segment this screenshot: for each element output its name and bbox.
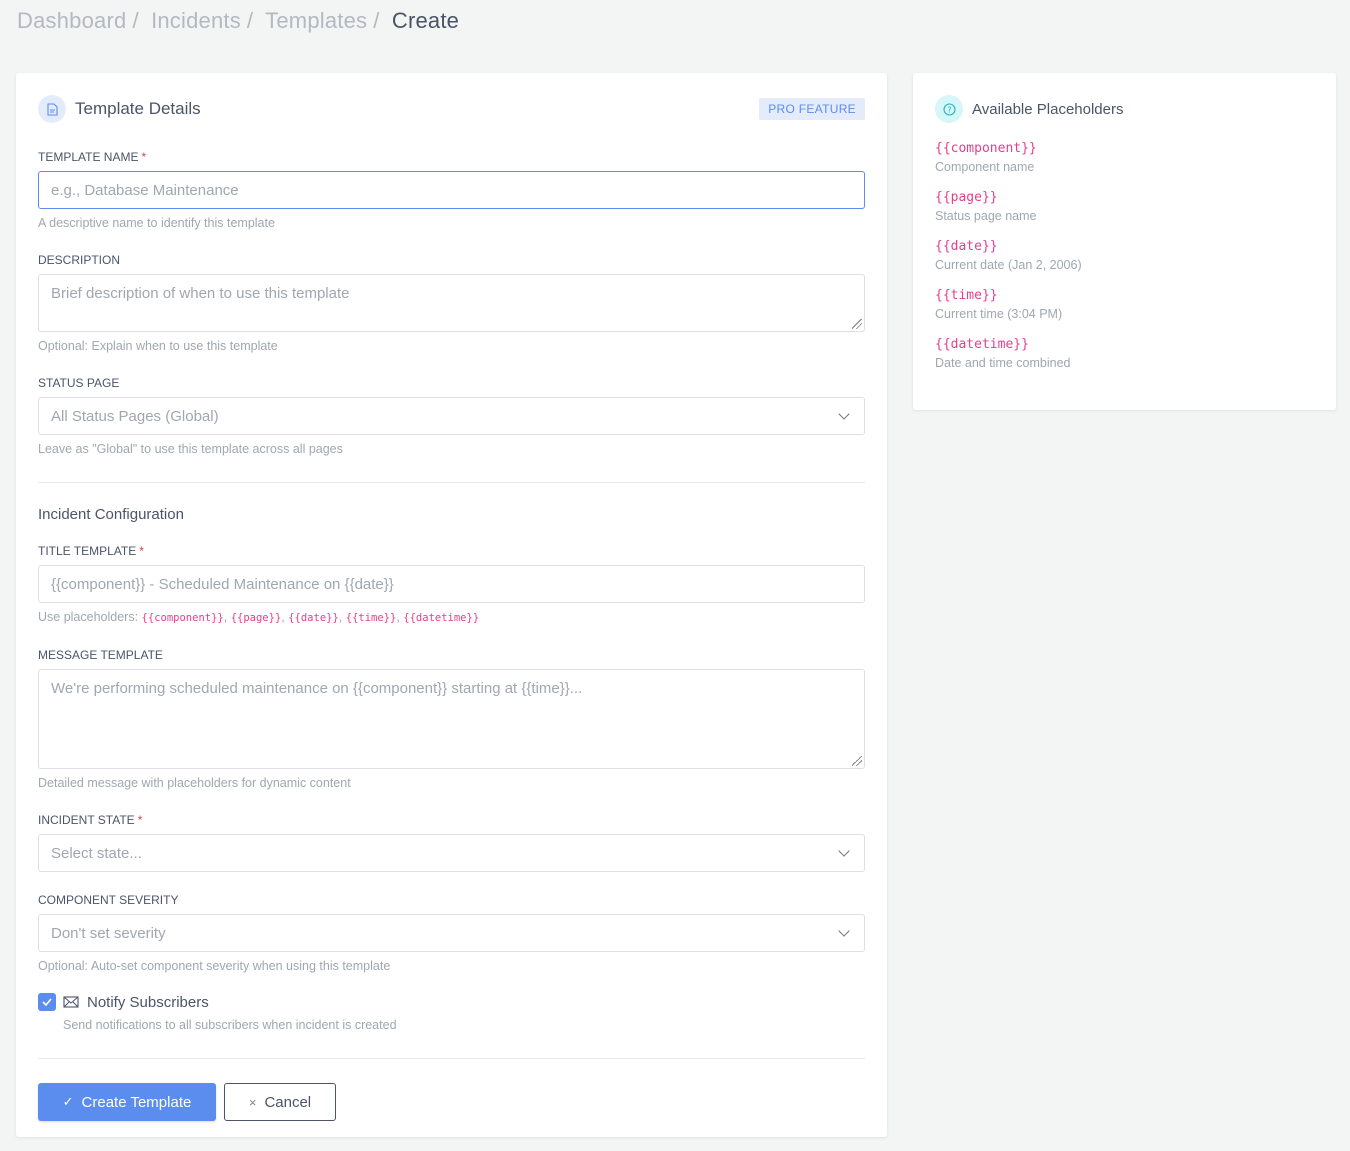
status-page-select[interactable]: All Status Pages (Global) [38,397,865,435]
create-template-button[interactable]: ✓ Create Template [38,1083,216,1121]
breadcrumb-templates[interactable]: Templates [265,8,368,33]
placeholders-title: Available Placeholders [972,100,1124,118]
resize-handle[interactable] [852,756,862,766]
chevron-down-icon [838,845,850,857]
divider [38,1058,865,1059]
template-details-card: Template Details PRO FEATURE TEMPLATE NA… [16,73,887,1137]
chevron-down-icon [838,925,850,937]
cancel-button[interactable]: × Cancel [224,1083,336,1121]
envelope-icon [63,996,79,1008]
message-template-label: MESSAGE TEMPLATE [38,648,163,662]
template-name-input[interactable]: e.g., Database Maintenance [38,171,865,209]
message-template-help: Detailed message with placeholders for d… [38,776,351,790]
placeholder-description: Component name [935,160,1035,174]
card-title: Template Details [75,99,201,118]
chevron-down-icon [838,408,850,420]
resize-handle[interactable] [852,319,862,329]
component-severity-select[interactable]: Don't set severity [38,914,865,952]
placeholder-description: Current time (3:04 PM) [935,307,1063,321]
description-textarea[interactable]: Brief description of when to use this te… [38,274,865,332]
placeholder-item: {{component}} Component name [935,140,1314,175]
title-template-label: TITLE TEMPLATE * [38,544,144,558]
document-icon [38,95,66,123]
placeholder-code: {{datetime}} [935,337,1029,352]
breadcrumb-incidents[interactable]: Incidents [151,8,241,33]
placeholder-code: {{date}} [935,239,998,254]
svg-text:?: ? [947,105,951,114]
placeholder-item: {{datetime}} Date and time combined [935,336,1314,371]
placeholder-code: {{page}} [935,190,998,205]
component-severity-help: Optional: Auto-set component severity wh… [38,959,391,973]
title-template-input[interactable]: {{component}} - Scheduled Maintenance on… [38,565,865,603]
divider [38,482,865,483]
placeholder-code: {{component}} [935,141,1037,156]
template-name-label: TEMPLATE NAME * [38,150,147,164]
component-severity-label: COMPONENT SEVERITY [38,893,179,907]
placeholder-item: {{time}} Current time (3:04 PM) [935,287,1314,322]
notify-subscribers-label[interactable]: Notify Subscribers [87,993,209,1011]
placeholder-description: Date and time combined [935,356,1071,370]
incident-state-label: INCIDENT STATE * [38,813,143,827]
section-title: Incident Configuration [38,506,184,523]
placeholder-code: {{time}} [935,288,998,303]
placeholder-item: {{page}} Status page name [935,189,1314,224]
description-help: Optional: Explain when to use this templ… [38,339,278,353]
template-name-help: A descriptive name to identify this temp… [38,216,275,230]
status-page-label: STATUS PAGE [38,376,120,390]
title-template-help: Use placeholders: {{component}}, {{page}… [38,610,480,624]
placeholder-item: {{date}} Current date (Jan 2, 2006) [935,238,1314,273]
help-circle-icon: ? [935,95,963,123]
placeholder-description: Status page name [935,209,1037,223]
placeholder-description: Current date (Jan 2, 2006) [935,258,1082,272]
incident-state-select[interactable]: Select state... [38,834,865,872]
placeholders-card: ? Available Placeholders {{component}} Co… [913,73,1336,410]
breadcrumb: Dashboard / Incidents / Templates / Create [17,8,460,33]
notify-subscribers-checkbox[interactable] [38,993,56,1011]
breadcrumb-dashboard[interactable]: Dashboard [17,8,127,33]
message-template-textarea[interactable]: We're performing scheduled maintenance o… [38,669,865,769]
status-page-help: Leave as "Global" to use this template a… [38,442,343,456]
check-icon: ✓ [62,1094,74,1109]
close-icon: × [248,1094,257,1110]
description-label: DESCRIPTION [38,253,121,267]
breadcrumb-current: Create [391,8,460,33]
notify-subscribers-help: Send notifications to all subscribers wh… [63,1018,397,1032]
pro-feature-badge: PRO FEATURE [759,98,865,120]
